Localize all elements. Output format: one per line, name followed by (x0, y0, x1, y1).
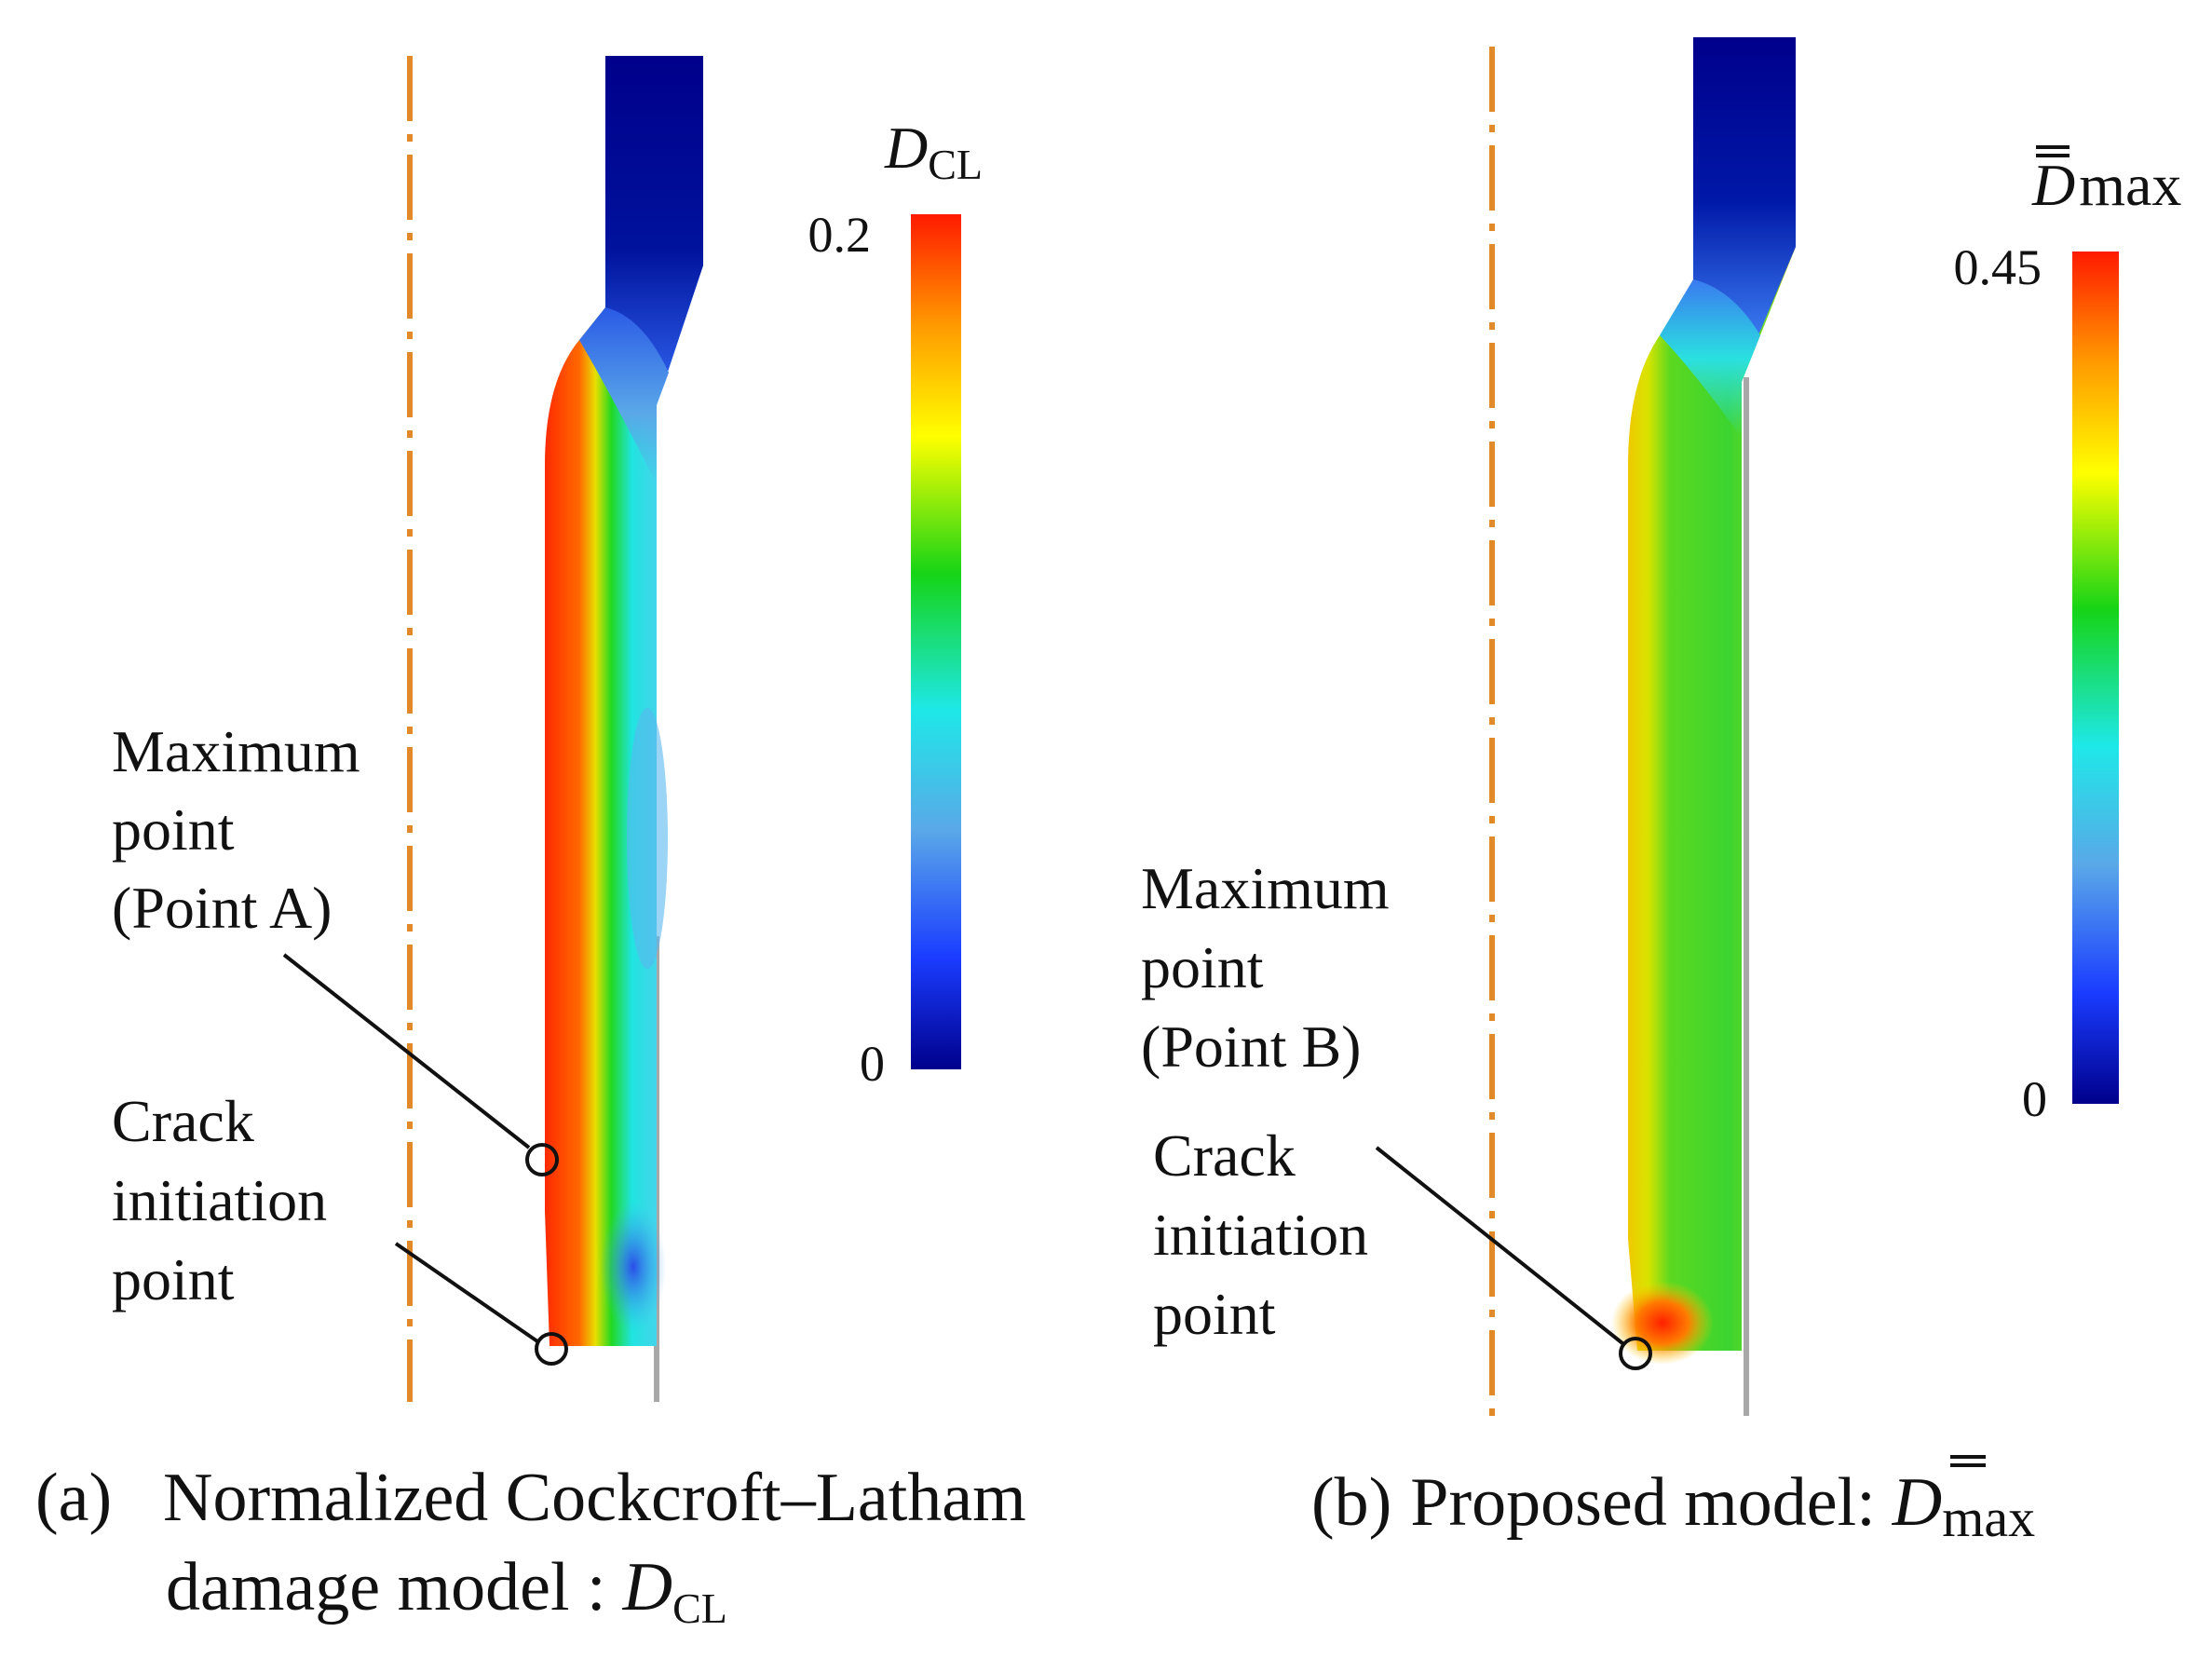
annotation-crack-b: Crack initiation point (1153, 1122, 1652, 1370)
panel-b: Dmax 0.45 0 Maximum point (Point B) Crac… (1141, 37, 2181, 1548)
svg-text:point: point (1153, 1281, 1276, 1347)
annotation-crack-a: Crack initiation point (112, 1088, 568, 1366)
colorbar-b-max: 0.45 (1954, 239, 2042, 295)
svg-text:initiation: initiation (1153, 1202, 1368, 1268)
svg-text:point: point (112, 1246, 235, 1312)
svg-text:damage model :DCL: damage model : DCL (166, 1549, 727, 1632)
svg-text:(a)Normalized Cockcroft–Latham: (a) Normalized Cockcroft–Latham (35, 1460, 1026, 1536)
colorbar-a-title: DCL (884, 115, 983, 188)
svg-text:Crack: Crack (1153, 1122, 1296, 1189)
crack-a-marker (535, 1332, 568, 1366)
svg-text:initiation: initiation (112, 1167, 327, 1233)
svg-text:(Point B): (Point B) (1141, 1013, 1361, 1080)
caption-b: (b) Proposed model: Dmax (1311, 1455, 2035, 1548)
colorbar-b-min: 0 (2022, 1071, 2047, 1127)
colorbar-a-max: 0.2 (808, 207, 872, 263)
point-b-marker (1619, 1337, 1652, 1370)
svg-text:(Point A): (Point A) (112, 875, 332, 941)
annotation-max-a: Maximum point (Point A) (112, 718, 559, 1176)
specimen-a (545, 56, 703, 1346)
colorbar-b-title: Dmax (2031, 152, 2181, 218)
specimen-b (1611, 37, 1796, 1365)
caption-a: (a) Normalized Cockcroft–Latham damage mo… (35, 1460, 1026, 1632)
colorbar-b: Dmax 0.45 0 (1954, 145, 2181, 1127)
svg-text:point: point (112, 796, 235, 863)
panel-a: DCL 0.2 0 Maximum point (Point A) Crack … (35, 56, 1026, 1632)
svg-text:Maximum: Maximum (1141, 855, 1390, 921)
svg-text:point: point (1141, 934, 1264, 1000)
svg-text:(b)Proposed model:Dmax: (b) Proposed model: Dmax (1311, 1464, 2035, 1548)
svg-text:Maximum: Maximum (112, 718, 360, 784)
annotation-max-b: Maximum point (Point B) (1141, 855, 1390, 1080)
point-a-marker (525, 1143, 559, 1176)
colorbar-a: DCL 0.2 0 (808, 115, 984, 1092)
colorbar-a-min: 0 (860, 1036, 885, 1092)
svg-text:Crack: Crack (112, 1088, 254, 1154)
